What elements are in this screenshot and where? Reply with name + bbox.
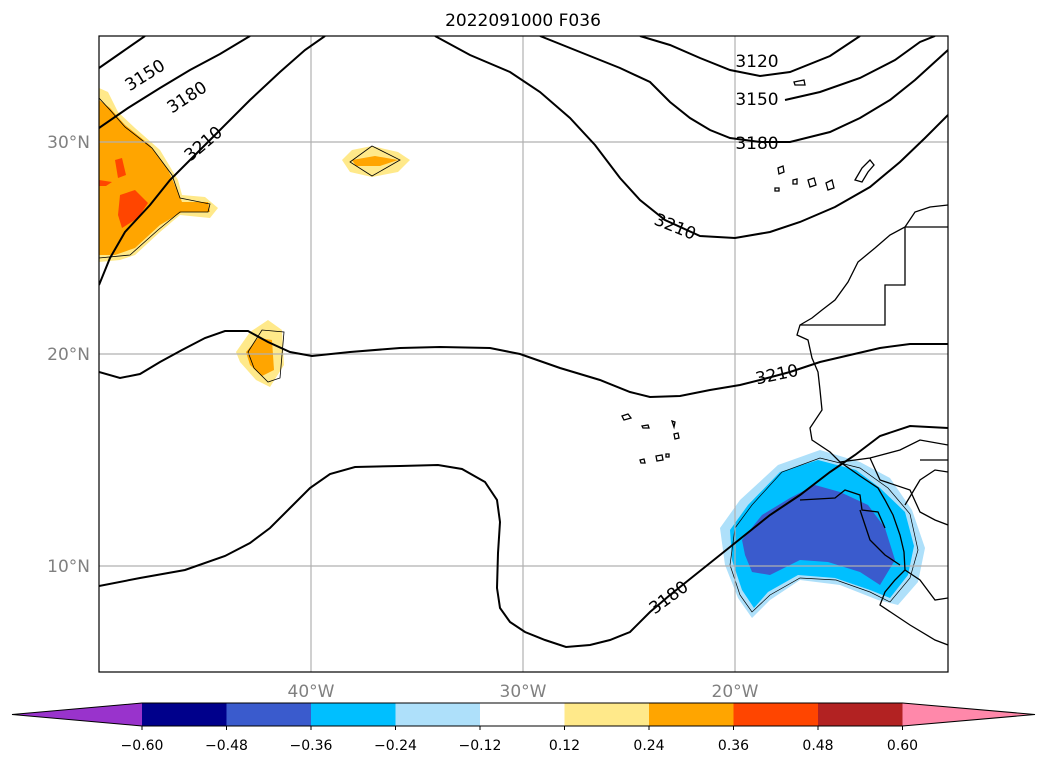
colorbar-segment [395,703,481,726]
map-frame [98,35,949,673]
contour-label: 3210 [754,361,800,390]
colorbar-tick-label: 0.60 [887,738,918,754]
height-contours [99,36,948,649]
lon-label: 30°W [500,682,547,702]
positive-anomaly-small-north [342,145,410,177]
lat-label: 10°N [47,557,90,577]
contour-label: 3150 [122,56,169,96]
contour-labels: 3150 3180 3210 3120 3150 3180 3210 3210 … [122,52,800,619]
contour-label: 3120 [735,52,778,72]
lat-label: 30°N [47,133,90,153]
contour-label: 3150 [735,90,778,110]
colorbar-tick-label: 0.12 [549,738,580,754]
colorbar-tick-label: 0.24 [633,738,664,754]
colorbar-tick-label: 0.36 [718,738,749,754]
latitude-labels: 30°N 20°N 10°N [47,133,90,577]
contour-label: 3180 [735,134,778,154]
colorbar-segment [311,703,396,726]
lon-label: 20°W [712,682,759,702]
contour-label: 3210 [651,210,699,245]
colorbar-tick-label: −0.48 [205,738,248,754]
colorbar-segment [142,703,227,726]
colorbar-segment [733,703,819,726]
gridlines [99,36,948,672]
coastlines [621,79,948,646]
colorbar: −0.60 −0.48 −0.36 −0.24 −0.12 0.12 0.24 0.36 0.4… [11,702,1036,754]
figure-title: 2022091000 F036 [445,11,601,31]
positive-anomaly-nw [99,88,218,262]
colorbar-segment [818,703,903,726]
lon-label: 40°W [288,682,335,702]
colorbar-tick-label: −0.12 [459,738,502,754]
colorbar-tick-label: −0.36 [290,738,333,754]
lat-label: 20°N [47,345,90,365]
colorbar-segment [649,703,734,726]
colorbar-segment [480,703,565,726]
colorbar-tick-label: −0.24 [374,738,417,754]
negative-anomaly-se [720,450,925,618]
colorbar-segment [226,703,312,726]
longitude-labels: 40°W 30°W 20°W [288,682,759,702]
contour-label: 3180 [164,78,211,118]
colorbar-extend-max [902,703,1035,726]
colorbar-tick-label: −0.60 [121,738,164,754]
colorbar-segment [564,703,650,726]
colorbar-tick-label: 0.48 [802,738,833,754]
colorbar-extend-min [12,703,142,726]
